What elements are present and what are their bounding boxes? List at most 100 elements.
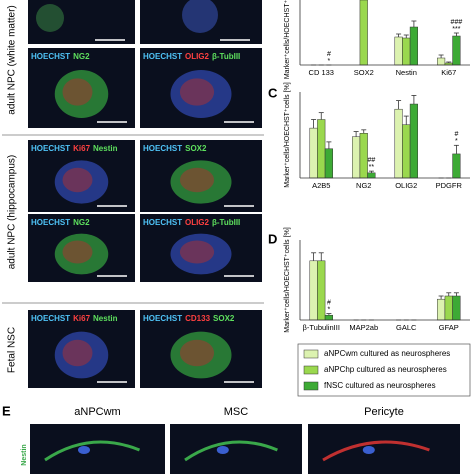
stain-name: HOECHST (31, 314, 70, 323)
significance: ### (451, 19, 463, 26)
x-tick-label: MAP2ab (349, 323, 378, 332)
bar (394, 36, 403, 66)
stain-label: HOECHST Ki67 Nestin (31, 144, 118, 153)
significance: # (327, 51, 331, 58)
y-axis-label: Marker⁺cells/HOECHST⁺cells [%] (284, 227, 291, 332)
chart (309, 95, 461, 179)
stain-name: CD133 (185, 314, 210, 323)
x-tick-label: β-TubulinIII (303, 323, 340, 332)
nucleus (216, 446, 229, 454)
bar (352, 136, 361, 179)
bar (359, 0, 368, 66)
stain-name: Nestin (93, 314, 118, 323)
panel-letter: C (268, 85, 278, 100)
stain-name: Ki67 (73, 144, 90, 153)
cell-cluster (179, 78, 215, 106)
bar (452, 153, 461, 179)
stain-label: HOECHST SOX2 (143, 144, 207, 153)
bar (324, 314, 333, 321)
stain-label: HOECHST OLIG2 β-TubIII (143, 218, 240, 227)
legend-label: aNPCwm cultured as neurospheres (324, 349, 450, 358)
panel-title: Pericyte (364, 406, 404, 418)
cell-cluster (62, 167, 93, 193)
chart (309, 252, 461, 321)
x-tick-label: Ki67 (441, 68, 456, 77)
stain-label: HOECHST CD133 SOX2 (143, 314, 235, 323)
stain-label: HOECHST OLIG2 β-TubIII (143, 52, 240, 61)
bar (324, 148, 333, 179)
legend-swatch (303, 349, 319, 359)
panel-letter: D (268, 231, 277, 246)
legend-label: aNPChp cultured as neurospheres (324, 365, 447, 374)
bar (317, 260, 326, 321)
significance: # (327, 299, 331, 306)
nucleus (78, 446, 90, 454)
legend (297, 343, 471, 397)
x-tick-label: GALC (396, 323, 417, 332)
legend-swatch (303, 381, 319, 391)
x-tick-label: GFAP (439, 323, 459, 332)
stain-name: Nestin (93, 144, 118, 153)
y-axis-label: Marker⁺cells/HOECHST⁺cells (284, 0, 291, 79)
bar (359, 133, 368, 179)
stain-name: β-TubIII (212, 52, 240, 61)
stain-name: OLIG2 (185, 218, 210, 227)
row-group-label: adult NPC (white matter) (7, 5, 18, 114)
stain-name: HOECHST (31, 52, 70, 61)
stain-name: HOECHST (31, 144, 70, 153)
stain-name: HOECHST (143, 144, 182, 153)
row-group-label: Fetal NSC (7, 327, 18, 373)
panel-title: aNPCwm (74, 406, 120, 418)
significance: * (328, 58, 331, 65)
legend-label: fNSC cultured as neurospheres (324, 381, 436, 390)
stain-name: NG2 (73, 218, 90, 227)
stain-name: SOX2 (213, 314, 235, 323)
bar (452, 35, 461, 66)
bar (437, 57, 446, 66)
x-tick-label: A2B5 (312, 181, 330, 190)
panel-letter: E (2, 403, 11, 418)
cell-process (184, 440, 278, 462)
legend-swatch (303, 365, 319, 375)
significance: * (455, 138, 458, 145)
stain-label: HOECHST NG2 (31, 52, 90, 61)
stain-name: NG2 (73, 52, 90, 61)
row-group-label: adult NPC (hippocampus) (7, 155, 18, 270)
cell-cluster (179, 339, 215, 367)
bar (317, 119, 326, 179)
bar (402, 124, 411, 179)
stain-name: HOECHST (143, 314, 182, 323)
micrograph (308, 424, 460, 474)
cell-cluster (62, 240, 93, 264)
x-tick-label: CD 133 (309, 68, 334, 77)
bar (367, 172, 376, 179)
x-tick-label: Nestin (396, 68, 417, 77)
micrograph (30, 424, 165, 474)
x-tick-label: NG2 (356, 181, 371, 190)
bar (409, 103, 418, 179)
stain-label: HOECHST Ki67 Nestin (31, 314, 118, 323)
micrograph (170, 424, 302, 474)
x-tick-label: SOX2 (354, 68, 374, 77)
panel-title: MSC (224, 406, 249, 418)
side-label: Nestin (21, 444, 28, 465)
x-tick-label: OLIG2 (395, 181, 417, 190)
stain-name: OLIG2 (185, 52, 210, 61)
significance: # (454, 131, 458, 138)
cell-cluster (36, 4, 64, 32)
bar (452, 295, 461, 321)
x-tick-label: PDGFR (436, 181, 463, 190)
cell-cluster (182, 0, 218, 33)
significance: ** (369, 164, 375, 171)
y-axis-label: Marker⁺cells/HOECHST⁺cells [%] (284, 82, 291, 187)
cell-cluster (179, 167, 215, 193)
cell-cluster (179, 240, 215, 264)
chart (311, 0, 461, 66)
significance: ## (368, 157, 376, 164)
bar (394, 108, 403, 179)
stain-name: HOECHST (143, 52, 182, 61)
bar (402, 37, 411, 66)
bar (409, 26, 418, 66)
bar (309, 260, 318, 321)
cell-cluster (62, 78, 93, 106)
